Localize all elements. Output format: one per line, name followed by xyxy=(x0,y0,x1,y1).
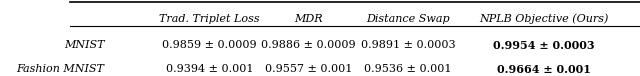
Text: 0.9536 ± 0.001: 0.9536 ± 0.001 xyxy=(364,64,452,74)
Text: Fashion MNIST: Fashion MNIST xyxy=(17,64,104,74)
Text: 0.9891 ± 0.0003: 0.9891 ± 0.0003 xyxy=(360,40,455,50)
Text: MDR: MDR xyxy=(294,14,323,24)
Text: MNIST: MNIST xyxy=(64,40,104,50)
Text: 0.9664 ± 0.001: 0.9664 ± 0.001 xyxy=(497,64,591,75)
Text: 0.9557 ± 0.001: 0.9557 ± 0.001 xyxy=(265,64,353,74)
Text: Distance Swap: Distance Swap xyxy=(366,14,450,24)
Text: 0.9886 ± 0.0009: 0.9886 ± 0.0009 xyxy=(262,40,356,50)
Text: Trad. Triplet Loss: Trad. Triplet Loss xyxy=(159,14,260,24)
Text: NPLB Objective (Ours): NPLB Objective (Ours) xyxy=(479,14,609,24)
Text: 0.9394 ± 0.001: 0.9394 ± 0.001 xyxy=(166,64,253,74)
Text: 0.9954 ± 0.0003: 0.9954 ± 0.0003 xyxy=(493,40,595,51)
Text: 0.9859 ± 0.0009: 0.9859 ± 0.0009 xyxy=(163,40,257,50)
